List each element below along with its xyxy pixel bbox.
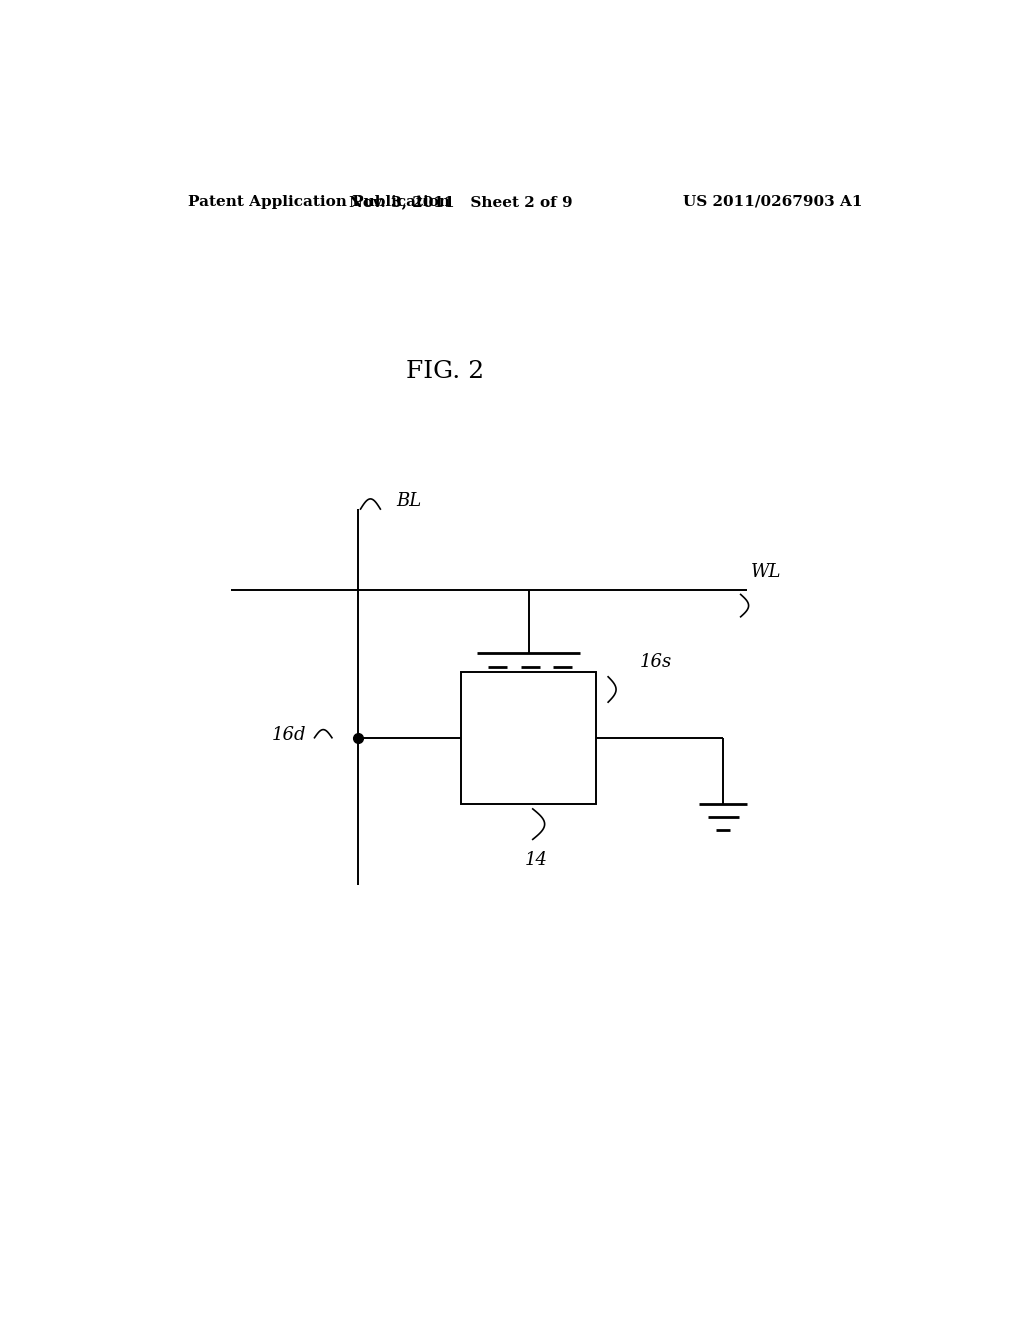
Text: FIG. 2: FIG. 2 [407, 360, 484, 383]
Text: 14: 14 [525, 850, 548, 869]
Text: 16d: 16d [272, 726, 306, 743]
Text: Patent Application Publication: Patent Application Publication [187, 195, 450, 209]
Bar [461, 672, 596, 804]
Text: 16s: 16s [640, 652, 672, 671]
Text: WL: WL [751, 564, 781, 581]
Text: US 2011/0267903 A1: US 2011/0267903 A1 [683, 195, 862, 209]
Text: Nov. 3, 2011   Sheet 2 of 9: Nov. 3, 2011 Sheet 2 of 9 [349, 195, 573, 209]
Text: BL: BL [396, 492, 422, 510]
